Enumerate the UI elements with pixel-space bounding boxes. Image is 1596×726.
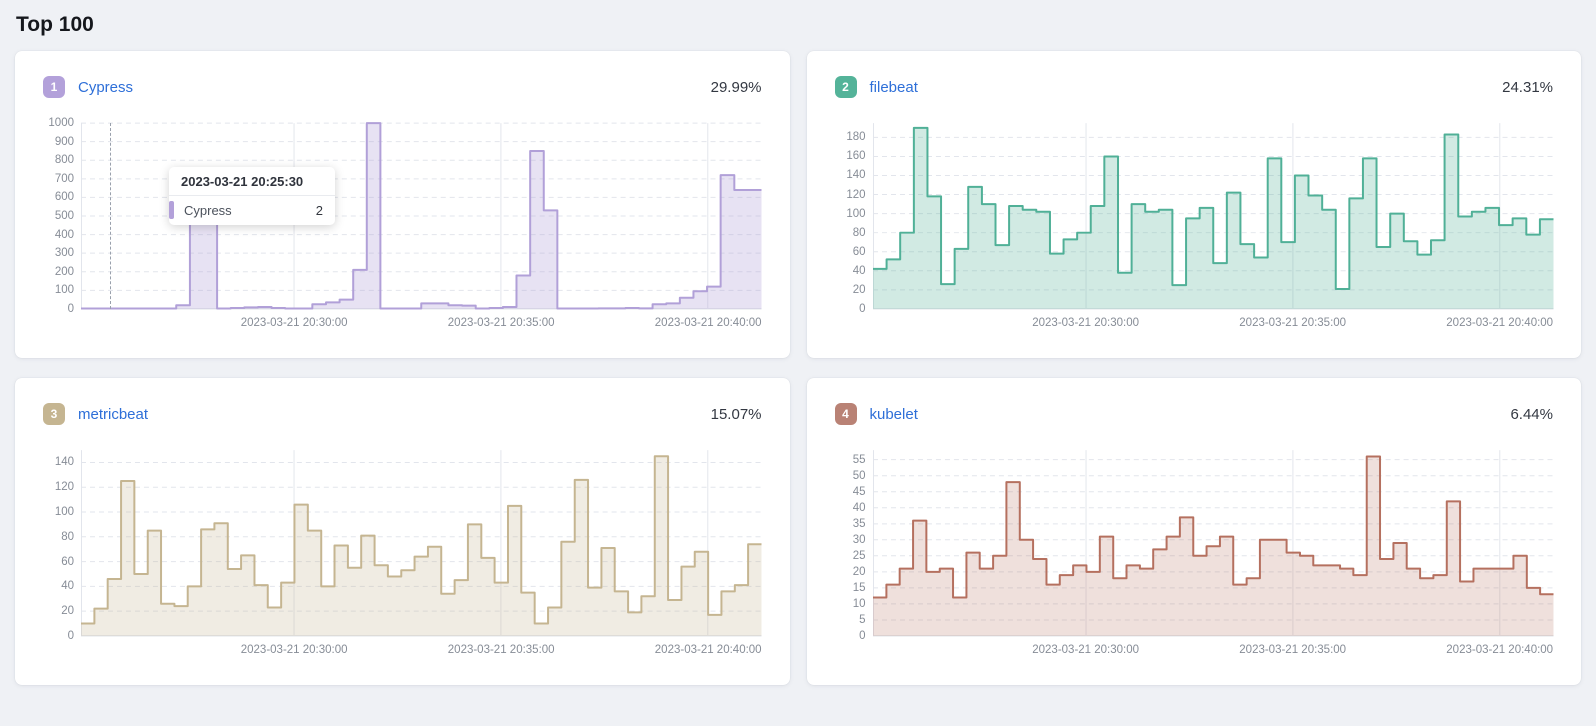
y-tick-label: 80 bbox=[61, 530, 74, 543]
tooltip-series-marker bbox=[169, 201, 174, 219]
y-tick-label: 600 bbox=[54, 191, 74, 204]
plot-area[interactable]: 2023-03-21 20:30:00 2023-03-21 20:35:00 20… bbox=[872, 123, 1553, 329]
y-tick-label: 30 bbox=[852, 533, 866, 546]
tooltip-series-label: Cypress bbox=[184, 202, 232, 218]
x-tick-label: 2023-03-21 20:35:00 bbox=[447, 644, 555, 656]
percent-value: 29.99% bbox=[710, 78, 762, 96]
y-tick-label: 120 bbox=[846, 188, 866, 201]
y-tick-label: 200 bbox=[54, 265, 74, 278]
y-tick-label: 10 bbox=[852, 597, 866, 610]
y-tick-label: 40 bbox=[61, 580, 74, 593]
y-tick-label: 1000 bbox=[48, 117, 74, 129]
dashboard-grid: 1 Cypress 29.99% 0 100 200 300 400 500 600 700 8… bbox=[15, 51, 1581, 685]
percent-value: 24.31% bbox=[1502, 78, 1553, 96]
card-header: 2 filebeat 24.31% bbox=[834, 76, 1553, 98]
x-tick-label: 2023-03-21 20:30:00 bbox=[240, 644, 348, 656]
y-tick-label: 20 bbox=[852, 283, 866, 296]
chart: 0 5 10 15 20 25 30 35 40 45 50 55 2023-03-21 20:30:… bbox=[835, 450, 1553, 656]
chart-card-kubelet: 4 kubelet 6.44% 0 5 10 15 20 25 30 35 40 45 50 55 2… bbox=[806, 378, 1581, 685]
y-tick-label: 140 bbox=[54, 456, 74, 469]
tooltip-row: Cypress 2 bbox=[169, 196, 335, 225]
x-tick-label: 2023-03-21 20:35:00 bbox=[1239, 644, 1347, 656]
y-tick-label: 100 bbox=[54, 506, 74, 518]
y-tick-label: 15 bbox=[852, 581, 866, 594]
y-tick-label: 0 bbox=[859, 303, 866, 315]
y-tick-label: 5 bbox=[859, 613, 866, 626]
chart-title-link[interactable]: metricbeat bbox=[78, 405, 149, 423]
plot-area[interactable]: 2023-03-21 20:25:30 Cypress 2 2023-03-21… bbox=[81, 122, 762, 329]
x-tick-label: 2023-03-21 20:30:00 bbox=[240, 317, 348, 329]
chart-title-link[interactable]: kubelet bbox=[869, 405, 918, 423]
rank-badge: 1 bbox=[43, 76, 65, 98]
area-chart-svg bbox=[81, 122, 762, 310]
y-tick-label: 40 bbox=[852, 501, 866, 514]
y-tick-label: 55 bbox=[852, 453, 866, 466]
y-tick-label: 300 bbox=[54, 247, 74, 260]
y-tick-label: 50 bbox=[852, 469, 866, 482]
y-axis: 0 100 200 300 400 500 600 700 800 900 1000 bbox=[43, 117, 81, 315]
y-tick-label: 140 bbox=[846, 169, 866, 182]
y-tick-label: 100 bbox=[54, 284, 74, 297]
chart: 0 100 200 300 400 500 600 700 800 900 1000 2023-03… bbox=[43, 117, 762, 329]
tooltip-time: 2023-03-21 20:25:30 bbox=[169, 167, 335, 196]
y-tick-label: 0 bbox=[67, 303, 74, 315]
plot-area[interactable]: 2023-03-21 20:30:00 2023-03-21 20:35:00 20… bbox=[872, 450, 1553, 656]
y-axis: 0 20 40 60 80 100 120 140 bbox=[43, 450, 81, 642]
y-tick-label: 180 bbox=[846, 131, 866, 144]
y-tick-label: 900 bbox=[54, 135, 74, 148]
tooltip-series-value: 2 bbox=[315, 202, 323, 218]
y-tick-label: 400 bbox=[54, 228, 74, 241]
y-tick-label: 60 bbox=[61, 555, 74, 568]
y-tick-label: 800 bbox=[54, 154, 74, 167]
rank-badge: 3 bbox=[43, 403, 65, 425]
y-tick-label: 500 bbox=[54, 210, 74, 222]
page-title: Top 100 bbox=[16, 13, 94, 36]
card-header: 1 Cypress 29.99% bbox=[43, 76, 762, 98]
y-tick-label: 700 bbox=[54, 172, 74, 185]
x-tick-label: 2023-03-21 20:40:00 bbox=[654, 644, 762, 656]
y-tick-label: 60 bbox=[852, 245, 866, 258]
chart-tooltip: 2023-03-21 20:25:30 Cypress 2 bbox=[169, 167, 335, 225]
x-tick-label: 2023-03-21 20:30:00 bbox=[1032, 317, 1140, 329]
chart-card-filebeat: 2 filebeat 24.31% 0 20 40 60 80 100 120 140 160 1… bbox=[806, 51, 1581, 358]
area-chart-svg bbox=[872, 123, 1553, 310]
plot-area[interactable]: 2023-03-21 20:30:00 2023-03-21 20:35:00 20… bbox=[81, 450, 762, 656]
x-tick-label: 2023-03-21 20:40:00 bbox=[1446, 644, 1554, 656]
chart: 0 20 40 60 80 100 120 140 2023-03-21 20:30:00 20… bbox=[43, 450, 762, 656]
y-axis: 0 5 10 15 20 25 30 35 40 45 50 55 bbox=[835, 450, 873, 642]
crosshair-line bbox=[109, 123, 111, 309]
rank-badge: 4 bbox=[834, 403, 857, 425]
rank-badge: 2 bbox=[834, 76, 857, 98]
y-tick-label: 35 bbox=[852, 517, 866, 530]
chart: 0 20 40 60 80 100 120 140 160 180 2023-03-21 20:3… bbox=[835, 123, 1553, 329]
y-tick-label: 0 bbox=[859, 630, 866, 642]
card-header: 4 kubelet 6.44% bbox=[834, 403, 1553, 425]
y-tick-label: 0 bbox=[67, 630, 74, 642]
percent-value: 15.07% bbox=[710, 405, 762, 423]
chart-title-link[interactable]: filebeat bbox=[869, 78, 918, 96]
y-tick-label: 20 bbox=[61, 605, 74, 618]
area-chart-svg bbox=[872, 450, 1553, 637]
y-tick-label: 45 bbox=[852, 485, 866, 498]
y-tick-label: 120 bbox=[54, 481, 74, 494]
percent-value: 6.44% bbox=[1510, 405, 1553, 423]
chart-title-link[interactable]: Cypress bbox=[78, 78, 134, 96]
x-tick-label: 2023-03-21 20:35:00 bbox=[1239, 317, 1347, 329]
y-tick-label: 80 bbox=[852, 226, 866, 239]
card-header: 3 metricbeat 15.07% bbox=[43, 403, 762, 425]
chart-card-cypress: 1 Cypress 29.99% 0 100 200 300 400 500 600 700 8… bbox=[15, 51, 790, 358]
y-tick-label: 100 bbox=[846, 207, 866, 220]
x-tick-label: 2023-03-21 20:30:00 bbox=[1032, 644, 1140, 656]
x-tick-label: 2023-03-21 20:40:00 bbox=[654, 317, 762, 329]
x-tick-label: 2023-03-21 20:40:00 bbox=[1446, 317, 1554, 329]
area-chart-svg bbox=[81, 450, 762, 637]
y-axis: 0 20 40 60 80 100 120 140 160 180 bbox=[835, 123, 873, 315]
y-tick-label: 40 bbox=[852, 264, 866, 277]
x-tick-label: 2023-03-21 20:35:00 bbox=[447, 317, 555, 329]
chart-card-metricbeat: 3 metricbeat 15.07% 0 20 40 60 80 100 120 140 2… bbox=[15, 378, 790, 685]
y-tick-label: 25 bbox=[852, 549, 866, 562]
y-tick-label: 20 bbox=[852, 565, 866, 578]
y-tick-label: 160 bbox=[846, 150, 866, 163]
